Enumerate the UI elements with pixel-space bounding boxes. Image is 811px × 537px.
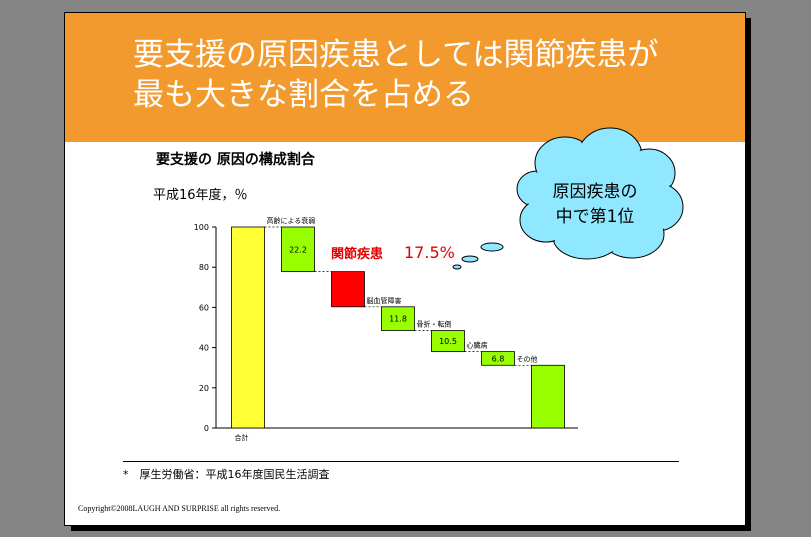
callout-tail — [461, 255, 479, 263]
callout-bubble-fill — [536, 161, 654, 239]
highlight-value: 17.5% — [404, 243, 455, 262]
highlight-label: 関節疾患 — [331, 246, 383, 262]
bar — [531, 364, 565, 429]
y-tick-label: 60 — [199, 303, 209, 312]
bar-value-label: 6.8 — [492, 354, 505, 363]
bar-value-label: 11.8 — [389, 315, 407, 324]
slide: 要支援の原因疾患としては関節疾患が 最も大きな割合を占める 要支援の 原因の構成… — [64, 12, 746, 526]
chart-title: 要支援の 原因の構成割合 — [156, 152, 315, 168]
footer-divider — [123, 461, 679, 462]
bar — [231, 226, 265, 429]
slide-header: 要支援の原因疾患としては関節疾患が 最も大きな割合を占める — [65, 13, 745, 142]
bar — [481, 351, 515, 366]
source-note: * 厚生労働省：平成16年度国民生活調査 — [123, 468, 330, 481]
chart-subtitle: 平成16年度，％ — [153, 188, 248, 203]
bar — [381, 306, 415, 331]
category-label: 高齢による衰弱 — [267, 216, 316, 225]
category-label: 合計 — [235, 433, 249, 442]
callout-tail — [480, 242, 504, 252]
callout-tail — [452, 264, 462, 270]
category-label: 心臓病 — [467, 341, 488, 350]
callout-text: 原因疾患の — [553, 182, 638, 202]
bar — [281, 226, 315, 273]
bar — [331, 271, 365, 308]
copyright-text: Copyright©2008LAUGH AND SURPRISE all rig… — [78, 504, 281, 513]
y-tick-label: 0 — [204, 424, 209, 433]
slide-title: 要支援の原因疾患としては関節疾患が 最も大きな割合を占める — [133, 37, 659, 113]
category-label: その他 — [517, 354, 538, 363]
y-tick-label: 100 — [194, 223, 209, 232]
y-tick-label: 20 — [199, 384, 209, 393]
bar-value-label: 22.2 — [289, 245, 307, 254]
y-tick-label: 80 — [199, 263, 209, 272]
callout-text: 中で第1位 — [556, 207, 635, 227]
bar — [431, 330, 465, 353]
category-label: 骨折・転倒 — [417, 320, 452, 329]
bar-value-label: 10.5 — [439, 337, 457, 346]
category-label: 脳血管障害 — [367, 296, 402, 305]
waterfall-chart: 0 20 40 60 80 100 合計 22.2 高齢による衰弱 11.8 脳血管障害 10.5 骨折… — [194, 127, 684, 442]
y-tick-label: 40 — [199, 344, 209, 353]
